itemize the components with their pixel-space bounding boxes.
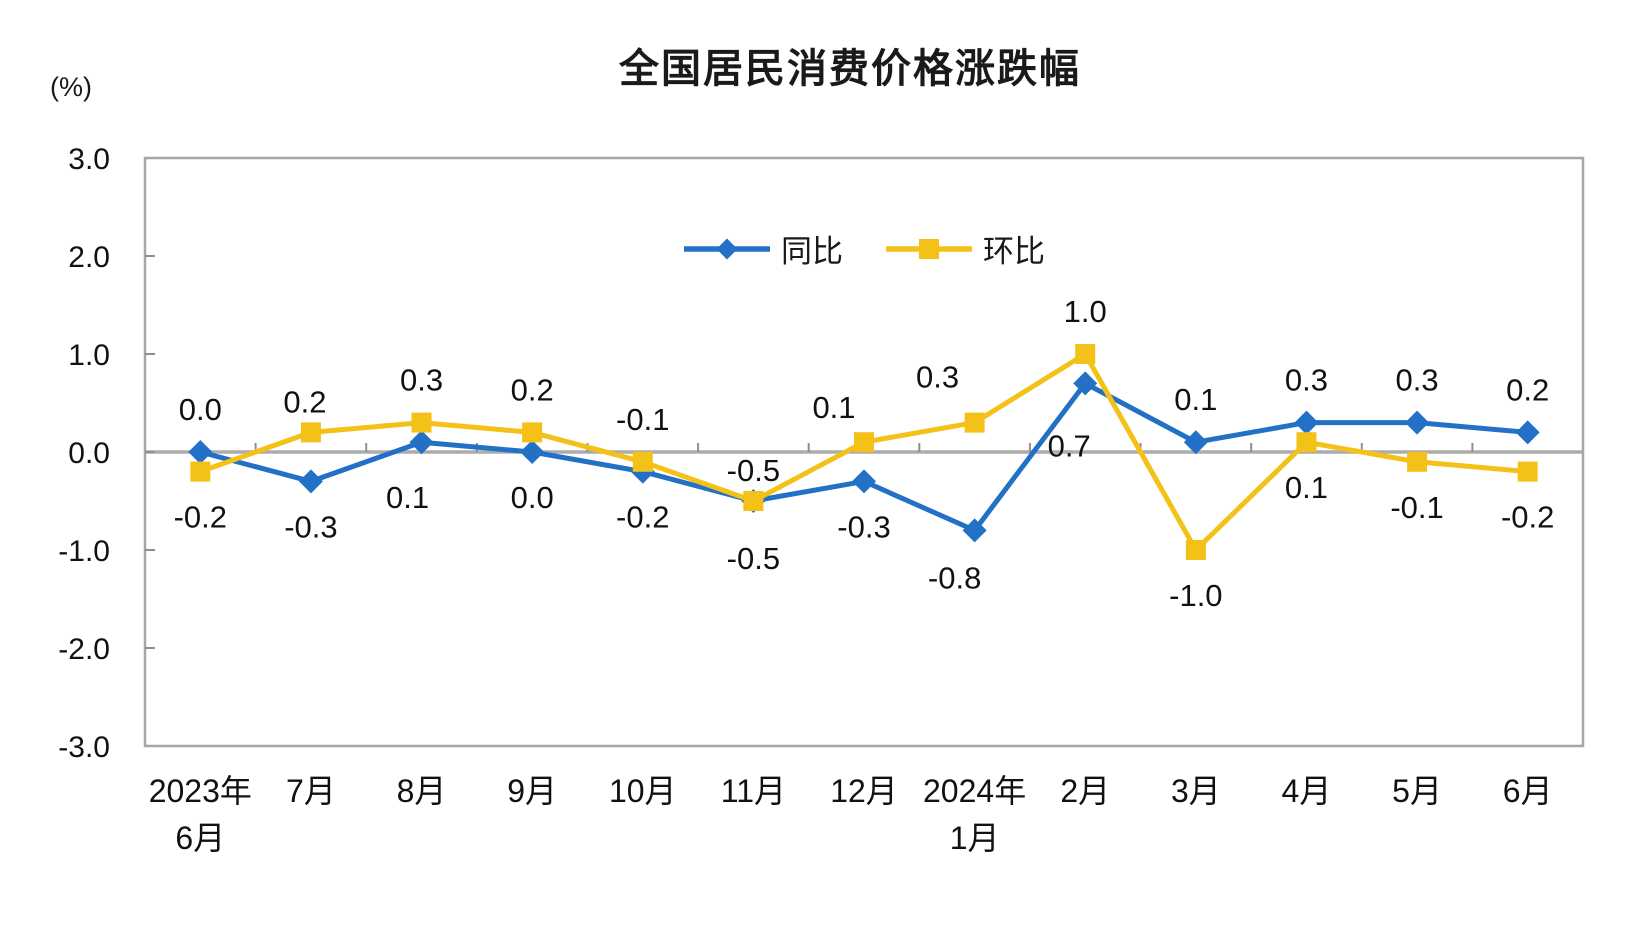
marker-square-huanbi [411, 412, 432, 433]
data-label-tongbi: -0.5 [727, 541, 780, 576]
data-label-huanbi: 0.1 [812, 390, 855, 425]
y-axis-tick-label: 3.0 [68, 143, 110, 176]
x-axis-category-label: 10月 [609, 773, 677, 809]
y-axis-tick-label: -2.0 [58, 633, 110, 666]
x-axis-category-label: 7月 [286, 773, 336, 809]
marker-square-huanbi [854, 432, 874, 453]
legend-swatch-line-diamond-icon [684, 238, 770, 259]
legend-item-huanbi: 环比 [885, 226, 1045, 271]
x-axis-category-label: 5月 [1392, 773, 1442, 809]
y-axis-tick-label: -1.0 [58, 535, 110, 568]
marker-square-huanbi [190, 461, 211, 482]
x-axis-category-label: 4月 [1282, 773, 1332, 809]
data-label-huanbi: 1.0 [1064, 294, 1107, 329]
data-label-tongbi: -0.8 [928, 560, 981, 595]
marker-square-huanbi [1517, 461, 1538, 482]
data-label-huanbi: 0.1 [1285, 470, 1328, 505]
data-label-tongbi: 0.0 [179, 392, 222, 427]
marker-diamond-tongbi [1515, 420, 1540, 445]
y-axis-tick-label: 1.0 [68, 339, 110, 372]
legend-label-huanbi: 环比 [983, 234, 1045, 269]
x-axis-category-label: 8月 [397, 773, 447, 809]
data-label-tongbi: 0.2 [1506, 372, 1549, 407]
y-axis-tick-label: 2.0 [68, 241, 110, 274]
data-label-huanbi: -0.2 [1501, 500, 1554, 535]
legend: 同比 环比 [145, 226, 1583, 271]
data-label-tongbi: -0.2 [616, 500, 669, 535]
marker-diamond-tongbi [520, 440, 545, 464]
x-axis-category-label: 6月 [1503, 773, 1553, 809]
data-label-tongbi: 0.1 [386, 480, 429, 515]
data-label-tongbi: 0.3 [1396, 363, 1439, 398]
legend-swatch-line-square-icon [886, 238, 972, 259]
x-axis-category-label: 2月 [1060, 773, 1110, 809]
data-label-tongbi: 0.3 [1285, 363, 1328, 398]
x-axis-category-label: 3月 [1171, 773, 1221, 809]
data-label-tongbi: -0.3 [284, 509, 337, 544]
data-label-huanbi: 0.2 [511, 372, 554, 407]
x-axis-category-label: 9月 [507, 773, 557, 809]
marker-diamond-tongbi [852, 469, 876, 494]
x-axis-category-label: 2023年 6月 [149, 773, 252, 856]
marker-square-huanbi [300, 422, 321, 443]
marker-square-huanbi [522, 422, 543, 443]
marker-diamond-tongbi [409, 430, 434, 455]
marker-square-huanbi [964, 412, 985, 433]
y-axis-unit-label: (%) [50, 72, 92, 102]
legend-item-tongbi: 同比 [683, 226, 843, 271]
marker-square-huanbi [1296, 432, 1317, 453]
x-axis-category-label: 2024年 1月 [923, 773, 1026, 856]
marker-square-huanbi [1075, 344, 1096, 364]
data-label-huanbi: -0.1 [616, 402, 669, 437]
y-axis-tick-label: 0.0 [68, 437, 110, 470]
marker-square-huanbi [632, 451, 653, 472]
data-label-huanbi: 0.3 [400, 363, 443, 398]
y-axis-labels: 3.0 2.0 1.0 0.0 -1.0 -2.0 -3.0 [58, 143, 110, 764]
data-labels: 0.0 -0.3 0.1 0.0 -0.2 -0.5 -0.3 -0.8 0.7 0.1 0.3 0.… [174, 294, 1555, 613]
data-label-huanbi: 0.2 [283, 384, 326, 419]
marker-diamond-tongbi [1405, 410, 1430, 435]
marker-diamond-tongbi [298, 469, 323, 494]
marker-diamond-tongbi [188, 440, 213, 464]
legend-label-tongbi: 同比 [781, 234, 843, 269]
y-axis-tick-label: -3.0 [58, 731, 110, 764]
marker-diamond-tongbi [1294, 410, 1319, 435]
chart-title: 全国居民消费价格涨跌幅 [619, 47, 1081, 91]
data-label-huanbi: 0.3 [916, 360, 959, 395]
marker-square-huanbi [1407, 451, 1428, 472]
marker-diamond-tongbi [1183, 430, 1208, 455]
data-label-huanbi: -0.2 [174, 500, 227, 535]
marker-diamond-tongbi [1073, 371, 1098, 396]
x-axis-category-label: 12月 [830, 773, 898, 809]
data-label-tongbi: -0.3 [837, 509, 890, 544]
marker-square-huanbi [743, 491, 764, 511]
x-axis-category-label: 11月 [721, 773, 786, 809]
data-label-huanbi: -0.5 [727, 453, 780, 488]
data-label-tongbi: 0.7 [1048, 428, 1091, 463]
data-label-huanbi: -1.0 [1169, 578, 1222, 613]
x-axis-labels: 2023年 6月 7月 8月 9月 10月 11月 12月 2024年 1月 2月 3月 4月 5月 6月 [149, 773, 1553, 856]
data-label-tongbi: 0.1 [1174, 382, 1217, 417]
marker-diamond-tongbi [962, 518, 987, 543]
data-label-huanbi: -0.1 [1390, 490, 1443, 525]
marker-square-huanbi [1185, 540, 1206, 560]
series-lines [188, 344, 1540, 560]
data-label-tongbi: 0.0 [511, 480, 554, 515]
